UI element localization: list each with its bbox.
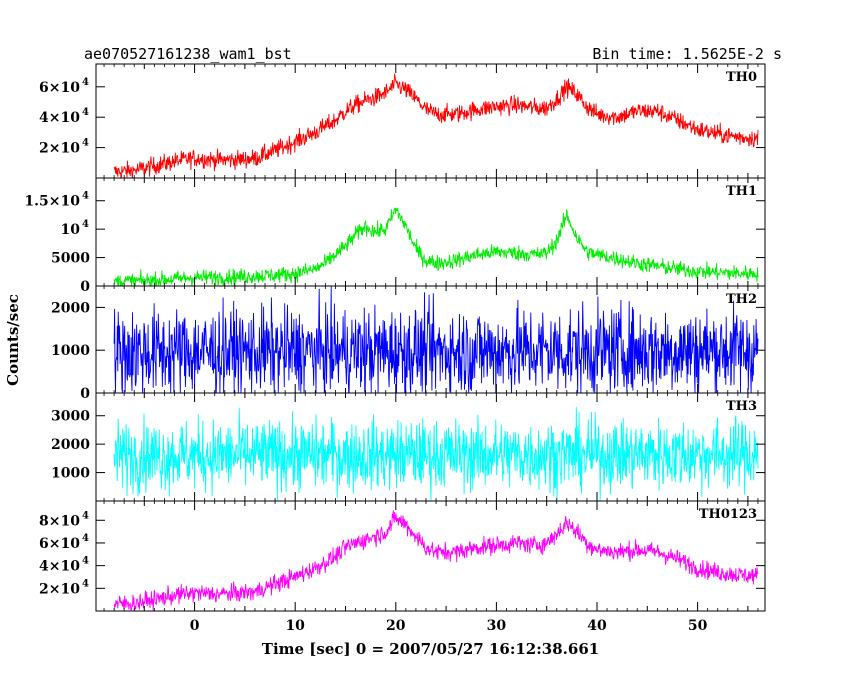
y-tick-label: 1.5×10 <box>24 194 80 210</box>
x-tick-label: 20 <box>386 618 406 634</box>
x-tick-label: 50 <box>688 618 708 634</box>
panel-label-th0123: TH0123 <box>699 507 757 522</box>
y-axis-label: Counts/sec <box>4 294 22 386</box>
y-tick-label: 6×10 <box>39 80 80 96</box>
y-tick-label: 0 <box>80 386 90 402</box>
y-tick-label: 6×10 <box>39 536 80 552</box>
bin-time-label: Bin time: 1.5625E-2 s <box>592 45 782 63</box>
x-tick-label: 10 <box>285 618 305 634</box>
y-tick-label-exponent: 4 <box>82 191 89 202</box>
y-tick-label: 0 <box>80 279 90 295</box>
panel-label-th3: TH3 <box>726 399 757 414</box>
y-tick-label-exponent: 4 <box>82 578 89 589</box>
y-tick-label-exponent: 4 <box>82 556 89 567</box>
y-tick-label: 4×10 <box>39 110 80 126</box>
panel-label-th0: TH0 <box>726 70 757 85</box>
x-tick-label: 0 <box>190 618 200 634</box>
y-tick-label: 10 <box>61 222 81 238</box>
y-tick-label-exponent: 4 <box>82 510 89 521</box>
y-tick-label: 2×10 <box>39 141 80 157</box>
series-th0 <box>113 73 759 179</box>
y-tick-label: 2×10 <box>39 581 80 597</box>
x-tick-label: 30 <box>487 618 507 634</box>
panel-label-th1: TH1 <box>726 184 757 199</box>
y-tick-label: 2000 <box>51 437 90 453</box>
y-tick-label: 1000 <box>51 466 90 482</box>
panel-frame-th0123 <box>95 500 766 612</box>
y-tick-label-exponent: 4 <box>82 219 89 230</box>
series-th1 <box>113 207 759 287</box>
y-tick-label: 2000 <box>51 300 90 316</box>
x-tick-label: 40 <box>587 618 607 634</box>
y-tick-label: 4×10 <box>39 559 80 575</box>
series-th2 <box>113 286 759 394</box>
panel-label-th2: TH2 <box>726 292 757 307</box>
y-tick-label-exponent: 4 <box>82 77 89 88</box>
y-tick-label: 8×10 <box>39 513 80 529</box>
chart-title: ae070527161238_wam1_bst <box>84 45 292 63</box>
series-th0123 <box>113 510 759 612</box>
y-tick-label-exponent: 4 <box>82 533 89 544</box>
y-tick-label: 1000 <box>51 343 90 359</box>
y-tick-label: 5000 <box>51 251 90 267</box>
x-axis-label: Time [sec] 0 = 2007/05/27 16:12:38.661 <box>262 640 599 658</box>
panel-frame-th1 <box>95 177 766 287</box>
y-tick-label-exponent: 4 <box>82 138 89 149</box>
y-tick-label: 3000 <box>51 409 90 425</box>
series-th3 <box>113 407 759 502</box>
y-tick-label-exponent: 4 <box>82 107 89 118</box>
